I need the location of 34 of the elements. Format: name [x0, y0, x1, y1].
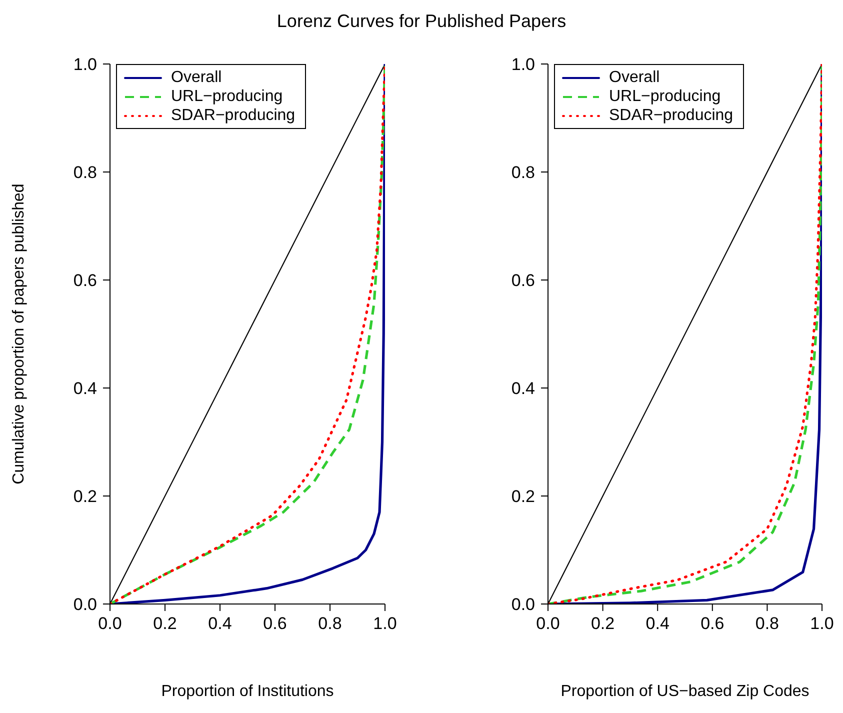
text: Lorenz Curves for Published Papers: [276, 10, 568, 33]
y-tick-label: 0.2: [73, 487, 97, 506]
legend-label: SDAR−producing: [171, 106, 296, 125]
x-tick-label: 0.8: [755, 614, 780, 634]
x-tick-label: 1.0: [373, 614, 397, 634]
x-tick-label: 1.0: [810, 614, 834, 634]
y-tick-label: 0.0: [511, 595, 535, 614]
x-axis-title: Proportion of US−based Zip Codes: [560, 683, 810, 700]
y-tick-label: 0.6: [73, 271, 97, 290]
legend-label: URL−producing: [171, 87, 283, 106]
x-axis-title: Proportion of Institutions: [161, 683, 334, 700]
x-tick-label: 0.6: [700, 614, 724, 634]
x-tick-label: 0.2: [153, 614, 177, 634]
x-tick-label: 0.2: [590, 614, 615, 634]
legend-label: Overall: [171, 68, 222, 87]
y-tick-label: 0.8: [511, 163, 535, 182]
x-tick-label: 0.0: [98, 614, 122, 634]
y-tick-label: 0.4: [73, 379, 97, 398]
y-tick-label: 1.0: [73, 55, 97, 74]
x-tick-label: 0.8: [318, 614, 342, 634]
y-tick-label: 0.4: [511, 379, 535, 398]
legend-label: Overall: [609, 68, 660, 87]
y-tick-label: 0.2: [511, 487, 535, 506]
y-axis-title: Cumulative proportion of papers published: [10, 184, 28, 484]
legend-label: SDAR−producing: [609, 106, 734, 125]
x-tick-label: 0.4: [646, 614, 670, 634]
y-tick-label: 1.0: [511, 55, 535, 74]
y-tick-label: 0.6: [511, 271, 535, 290]
y-tick-label: 0.0: [73, 595, 97, 614]
x-tick-label: 0.0: [536, 614, 560, 634]
y-tick-label: 0.8: [73, 163, 97, 182]
legend-label: URL−producing: [609, 87, 721, 106]
x-tick-label: 0.4: [208, 614, 232, 634]
x-tick-label: 0.6: [263, 614, 287, 634]
